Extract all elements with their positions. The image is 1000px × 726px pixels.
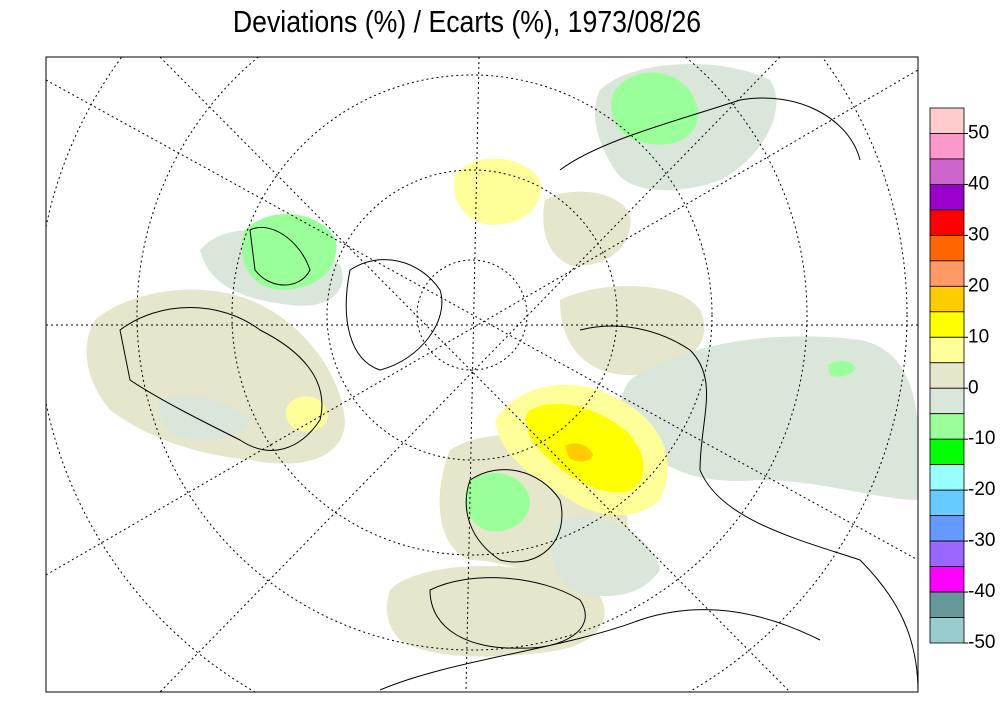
legend-tick-label: 30 [968,224,989,245]
legend-swatch [929,617,965,644]
map-frame [45,56,919,693]
legend-tick-label: 20 [968,275,989,296]
legend-swatch [929,464,965,491]
legend-swatch [929,438,965,466]
legend-swatch [929,311,965,338]
legend-swatch [929,260,965,287]
legend-swatch [929,591,965,618]
legend-swatch [929,285,965,313]
legend-tick-label: 0 [968,377,979,398]
anomaly-field [46,57,918,692]
coastlines [119,97,918,692]
legend-swatch [929,515,965,542]
legend-tick-label: 50 [968,122,989,143]
legend-tick-label: -20 [968,479,995,500]
legend-swatch [929,413,965,440]
legend-tick-label: -50 [968,632,995,653]
legend-swatch [929,566,965,593]
legend-swatch [929,362,965,389]
legend-tick-label: 10 [968,326,989,347]
map-title: Deviations (%) / Ecarts (%), 1973/08/26 [232,4,702,39]
legend-tick-label: -40 [968,581,995,602]
legend-swatch [929,133,965,160]
legend-swatch [929,540,965,567]
legend-swatch [929,209,965,236]
legend-swatch [929,234,965,262]
legend-swatch [929,489,965,517]
color-legend: 50 40 30 20 10 0 -10 -20 -30 -40 -50 [929,107,995,653]
legend-tick-label: -30 [968,530,995,551]
legend-tick-label: 40 [968,173,989,194]
graticule [46,57,918,692]
legend-swatch [929,158,965,185]
legend-swatch [929,184,965,211]
legend-swatch [929,107,965,134]
legend-swatch [929,336,965,364]
legend-tick-label: -10 [968,428,995,449]
legend-swatch [929,387,965,415]
